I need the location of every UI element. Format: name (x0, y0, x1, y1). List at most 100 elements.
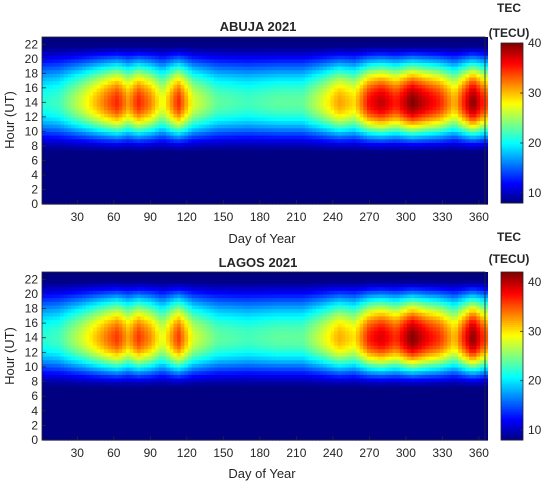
heatmap-cell (125, 145, 131, 151)
heatmap-cell (217, 116, 222, 122)
heatmap-cell (334, 58, 339, 64)
heatmap-cell (341, 84, 346, 89)
heatmap-cell (140, 156, 145, 162)
heatmap-cell (304, 102, 310, 107)
heatmap-cell (169, 127, 175, 132)
heatmap-cell (290, 127, 295, 132)
heatmap-cell (425, 73, 430, 78)
heatmap-cell (60, 196, 65, 201)
heatmap-cell (264, 113, 269, 118)
heatmap-cell (366, 178, 372, 183)
heatmap-cell (140, 51, 145, 56)
heatmap-cell (396, 200, 401, 205)
heatmap-cell (133, 51, 138, 56)
heatmap-cell (246, 138, 251, 143)
heatmap-cell (308, 135, 313, 140)
heatmap-cell (177, 156, 182, 162)
heatmap-cell (122, 47, 127, 53)
heatmap-cell (345, 44, 350, 49)
heatmap-cell (169, 200, 175, 205)
heatmap-cell (180, 124, 185, 129)
heatmap-cell (374, 160, 379, 165)
heatmap-cell (220, 142, 226, 147)
heatmap-cell (257, 80, 262, 85)
heatmap-cell (111, 76, 116, 82)
heatmap-cell (253, 200, 259, 205)
heatmap-cell (162, 153, 167, 158)
heatmap-cell (177, 66, 182, 71)
heatmap-cell (239, 196, 244, 201)
heatmap-cell (407, 178, 412, 183)
heatmap-cell (169, 116, 175, 122)
heatmap-cell (235, 153, 240, 158)
heatmap-cell (279, 196, 284, 201)
heatmap-cell (140, 40, 145, 45)
heatmap-cell (217, 171, 222, 176)
heatmap-cell (82, 87, 87, 93)
heatmap-cell (392, 109, 397, 114)
heatmap-cell (326, 40, 332, 45)
heatmap-cell (272, 113, 277, 118)
heatmap-cell (162, 127, 167, 132)
heatmap-cell (191, 116, 196, 122)
heatmap-cell (246, 37, 251, 42)
heatmap-cell (323, 113, 328, 118)
heatmap-cell (224, 95, 229, 100)
heatmap-cell (290, 47, 295, 53)
heatmap-cell (312, 102, 317, 107)
heatmap-cell (140, 91, 145, 96)
heatmap-cell (74, 55, 80, 60)
heatmap-cell (432, 51, 437, 56)
heatmap-cell (199, 116, 204, 122)
heatmap-cell (425, 95, 430, 100)
heatmap-cell (191, 149, 196, 154)
heatmap-cell (264, 153, 269, 158)
heatmap-cell (432, 124, 437, 129)
heatmap-cell (107, 182, 112, 187)
heatmap-cell (115, 156, 120, 162)
heatmap-cell (421, 80, 426, 85)
heatmap-cell (268, 127, 273, 132)
heatmap-cell (301, 200, 306, 205)
heatmap-cell (352, 127, 357, 132)
heatmap-cell (374, 200, 379, 205)
heatmap-cell (286, 73, 291, 78)
heatmap-cell (275, 91, 280, 96)
heatmap-cell (308, 87, 313, 93)
heatmap-cell (82, 120, 87, 125)
heatmap-cell (56, 76, 61, 82)
heatmap-cell (166, 55, 171, 60)
heatmap-cell (264, 124, 269, 129)
heatmap-cell (355, 200, 361, 205)
heatmap-cell (206, 196, 211, 201)
heatmap-cell (49, 87, 54, 93)
heatmap-cell (301, 182, 306, 187)
heatmap-cell (158, 51, 164, 56)
heatmap-cell (250, 196, 255, 201)
heatmap-cell (418, 185, 423, 191)
heatmap-cell (348, 84, 353, 89)
heatmap-cell (381, 40, 386, 45)
heatmap-cell (133, 109, 138, 114)
heatmap-cell (177, 40, 182, 45)
heatmap-cell (301, 37, 306, 42)
heatmap-cell (96, 171, 102, 176)
heatmap-cell (213, 113, 218, 118)
heatmap-cell (49, 145, 54, 151)
heatmap-cell (403, 116, 408, 122)
heatmap-cell (253, 66, 259, 71)
heatmap-cell (213, 98, 218, 103)
heatmap-cell (319, 153, 324, 158)
heatmap-cell (71, 200, 76, 205)
heatmap-cell (104, 80, 109, 85)
heatmap-cell (352, 160, 357, 165)
heatmap-cell (359, 40, 364, 45)
heatmap-cell (217, 62, 222, 67)
heatmap-cell (67, 37, 72, 42)
heatmap-cell (341, 127, 346, 132)
heatmap-cell (315, 142, 321, 147)
heatmap-cell (374, 109, 379, 114)
heatmap-cell (199, 174, 204, 180)
heatmap-cell (410, 145, 416, 151)
